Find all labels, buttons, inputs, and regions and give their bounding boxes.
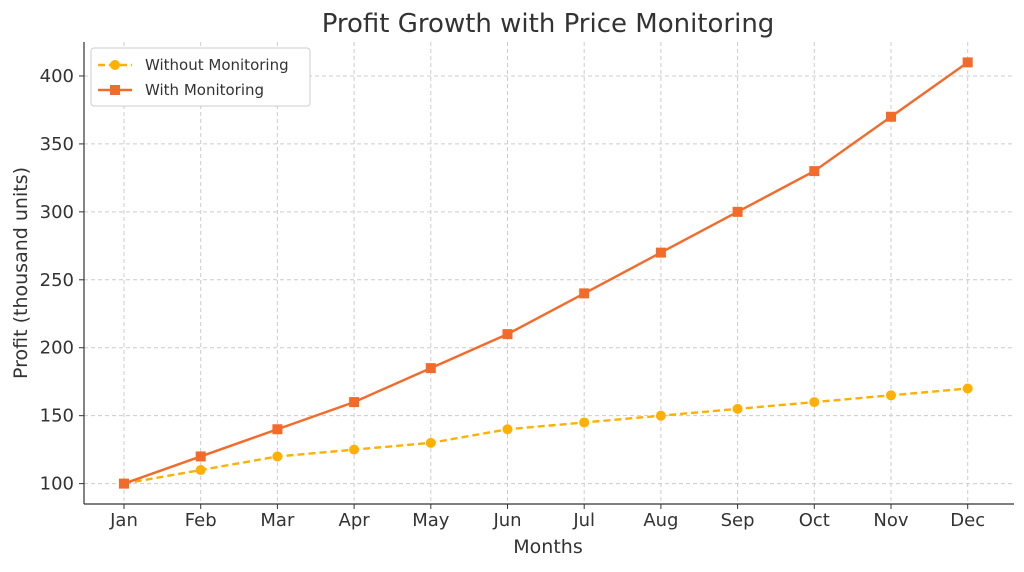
data-point-with-monitoring	[809, 166, 820, 177]
y-tick-label: 150	[40, 406, 74, 427]
data-point-with-monitoring	[579, 288, 590, 299]
data-point-with-monitoring	[425, 363, 436, 374]
data-point-without-monitoring	[655, 410, 666, 421]
grid-lines	[84, 42, 1014, 504]
legend-marker-with-monitoring	[110, 85, 120, 95]
legend: Without Monitoring With Monitoring	[90, 47, 311, 107]
legend-box	[90, 47, 311, 107]
legend-marker-without-monitoring	[110, 60, 120, 70]
legend-label-without-monitoring: Without Monitoring	[145, 56, 289, 74]
x-tick-label: Jan	[109, 510, 138, 531]
data-point-without-monitoring	[502, 424, 513, 435]
y-tick-label: 350	[40, 134, 74, 155]
x-tick-label: Jul	[572, 510, 595, 531]
data-point-without-monitoring	[349, 444, 360, 455]
data-point-without-monitoring	[962, 383, 973, 394]
y-tick-label: 400	[40, 66, 74, 87]
series-lines	[119, 57, 973, 489]
x-tick-label: Apr	[339, 510, 371, 531]
y-tick-label: 300	[40, 202, 74, 223]
data-point-without-monitoring	[272, 451, 283, 462]
x-tick-label: Feb	[185, 510, 217, 531]
data-point-with-monitoring	[195, 451, 206, 462]
series-line-with-monitoring	[123, 61, 969, 485]
x-axis-label: Months	[513, 536, 582, 558]
x-tick-label: Oct	[799, 510, 830, 531]
y-tick-label: 100	[40, 474, 74, 495]
data-point-without-monitoring	[809, 397, 820, 408]
series-line-without-monitoring	[123, 387, 968, 485]
x-tick-label: Jun	[492, 510, 521, 531]
x-tick-label: Sep	[721, 510, 755, 531]
data-point-without-monitoring	[425, 437, 436, 448]
data-point-with-monitoring	[655, 247, 666, 258]
data-point-with-monitoring	[962, 57, 973, 68]
axes	[83, 42, 1014, 505]
x-tick-label: Mar	[260, 510, 295, 531]
series-without-monitoring	[119, 383, 973, 489]
data-point-with-monitoring	[732, 206, 743, 217]
x-tick-label: Nov	[873, 510, 908, 531]
data-point-with-monitoring	[886, 111, 896, 122]
data-point-without-monitoring	[732, 403, 743, 414]
data-point-without-monitoring	[579, 417, 590, 428]
x-tick-label: Dec	[950, 510, 985, 531]
y-tick-label: 250	[40, 270, 74, 291]
data-point-without-monitoring	[195, 465, 206, 476]
chart-title: Profit Growth with Price Monitoring	[322, 9, 775, 39]
legend-label-with-monitoring: With Monitoring	[145, 81, 264, 99]
tick-labels: 100 150 200 250 300 350 400 Jan Feb Mar Apr May Jun J…	[40, 66, 985, 531]
data-point-with-monitoring	[272, 424, 283, 435]
data-point-with-monitoring	[502, 329, 513, 340]
data-point-with-monitoring	[349, 397, 360, 408]
x-tick-label: Aug	[643, 510, 678, 531]
data-point-without-monitoring	[886, 390, 896, 401]
x-tick-label: May	[412, 510, 450, 531]
y-tick-label: 200	[40, 338, 74, 359]
y-axis-label: Profit (thousand units)	[10, 167, 32, 379]
data-point-with-monitoring	[119, 478, 129, 489]
series-with-monitoring	[119, 57, 973, 489]
